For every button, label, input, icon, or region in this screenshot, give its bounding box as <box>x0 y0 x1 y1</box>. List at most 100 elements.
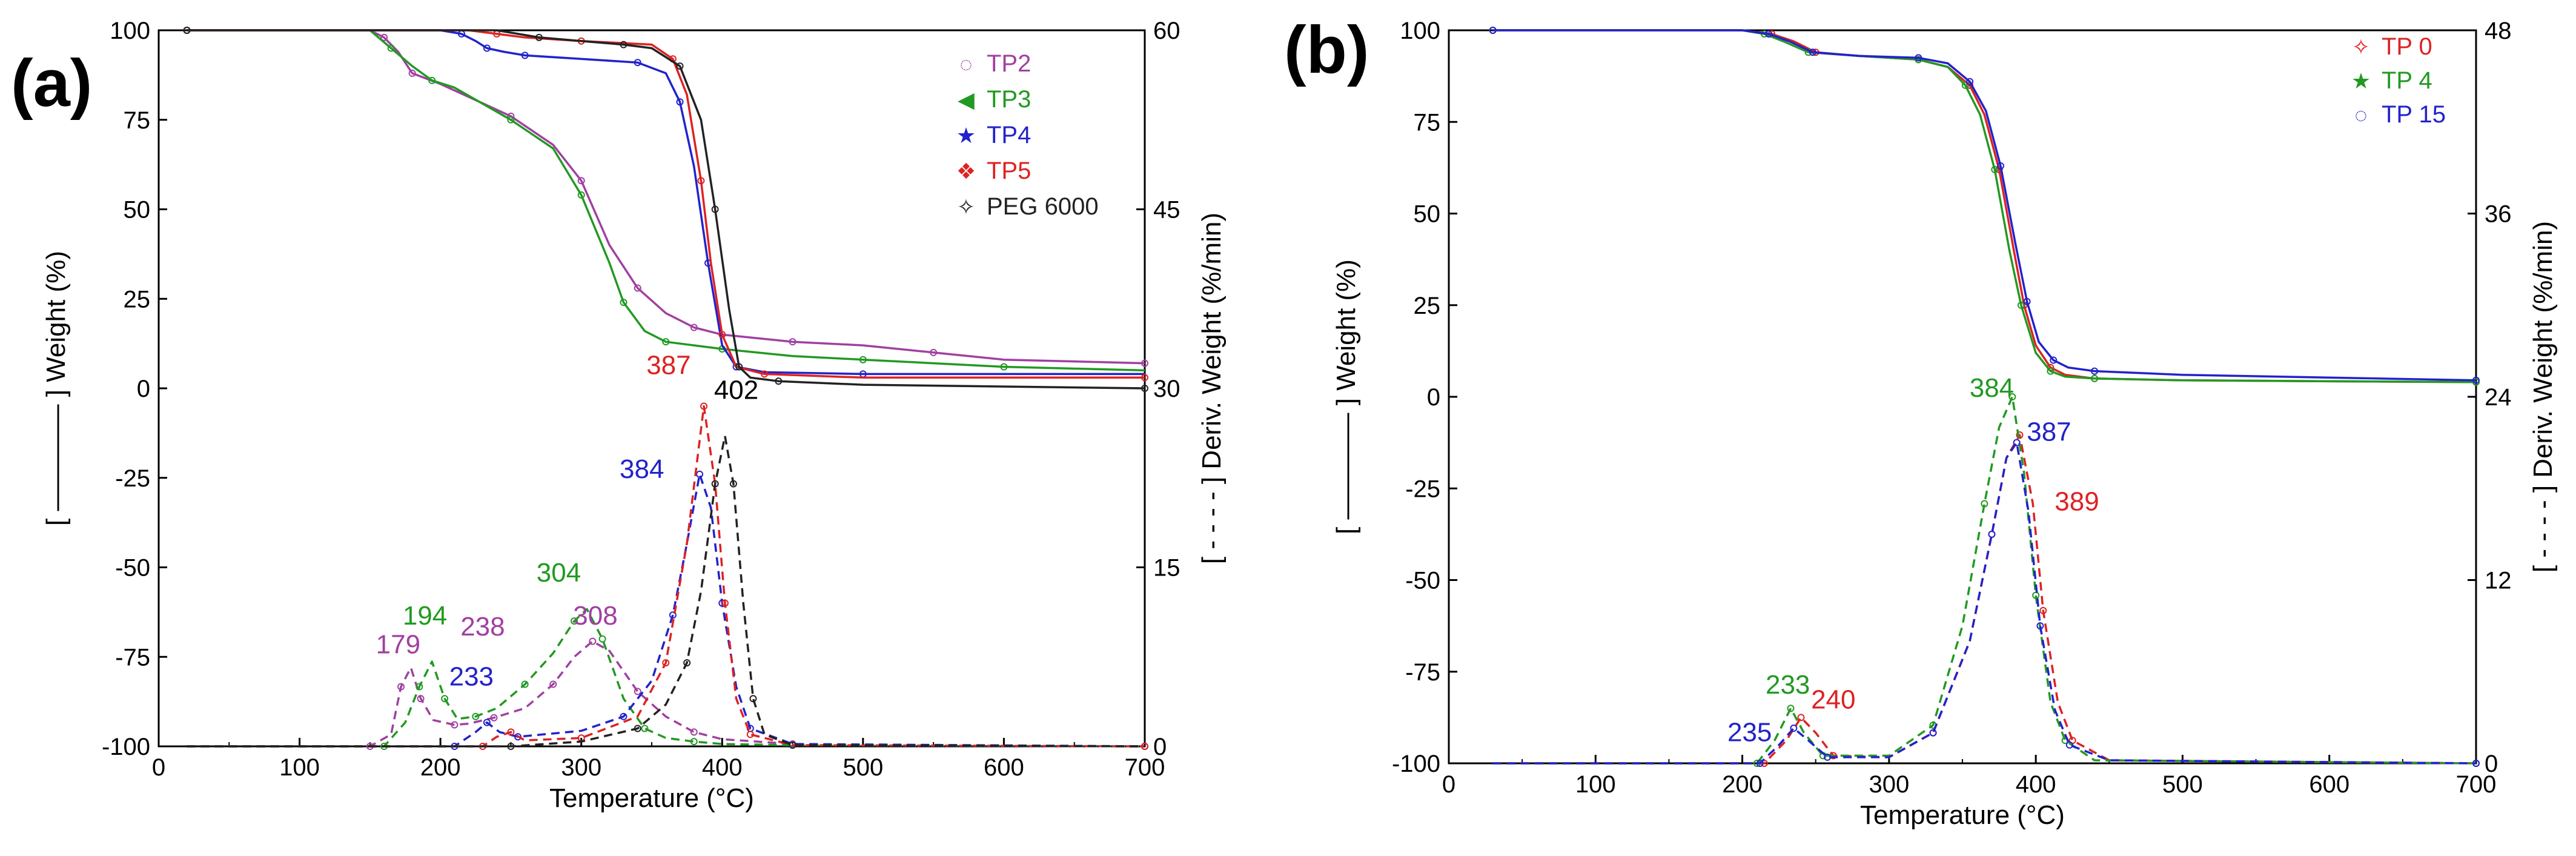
legend-marker-icon: ◀ <box>958 87 975 112</box>
y-left-tick-label: -50 <box>115 555 150 582</box>
legend-marker-icon: ❖ <box>956 159 976 184</box>
chart-panel-b: 0 100 200 300 400 500 600 700-100-75-50-2502550… <box>1284 13 2558 830</box>
x-tick-label: 200 <box>1722 771 1763 798</box>
x-tick-label: 100 <box>279 754 320 781</box>
deriv-point <box>1756 760 1764 767</box>
y-right-tick-label: 0 <box>2485 751 2498 777</box>
deriv-point <box>2013 439 2021 446</box>
y-right-axis-label: [ - - - - ] Deriv. Weight (%/min) <box>1197 213 1227 564</box>
weight-point <box>1765 30 1773 38</box>
weight-curve-peg-6000 <box>187 29 1145 390</box>
weight-point <box>577 191 585 199</box>
y-left-tick-label: -50 <box>1405 568 1440 594</box>
deriv-point <box>451 721 459 729</box>
weight-curve-tp2 <box>187 29 1145 365</box>
peak-annotation: 240 <box>1811 685 1855 714</box>
legend-marker-icon: ◌ <box>2354 102 2367 127</box>
legend-marker-icon: ✧ <box>2352 35 2370 59</box>
legend-label: TP 0 <box>2382 33 2432 60</box>
peak-annotation: 233 <box>449 662 494 692</box>
deriv-curve-tp2 <box>187 640 1145 748</box>
y-left-tick-label: 100 <box>1400 18 1440 44</box>
deriv-point <box>789 742 796 749</box>
deriv-point <box>620 712 627 720</box>
deriv-point <box>746 731 754 738</box>
peak-annotation: 238 <box>460 612 505 642</box>
y-left-tick-label: -75 <box>1405 659 1440 686</box>
legend-marker-icon: ✧ <box>957 194 975 219</box>
peak-annotation: 384 <box>1970 373 2014 403</box>
y-left-tick-label: 50 <box>124 197 151 224</box>
weight-point <box>930 348 938 356</box>
deriv-point <box>700 402 708 410</box>
weight-point <box>1141 359 1148 367</box>
deriv-curve-tp-4 <box>1492 396 2477 765</box>
deriv-point <box>690 728 698 736</box>
weight-point <box>183 27 191 34</box>
x-tick-label: 400 <box>702 754 743 781</box>
peak-annotation: 402 <box>714 376 758 405</box>
plot-frame <box>1448 29 2477 765</box>
weight-curve-tp-15 <box>1492 29 2477 382</box>
x-tick-label: 500 <box>2162 771 2203 798</box>
x-axis-label: Temperature (°C) <box>1860 800 2065 830</box>
y-left-tick-label: -100 <box>1392 751 1440 777</box>
peak-annotation: 233 <box>1766 670 1810 700</box>
deriv-point <box>1790 725 1798 732</box>
x-tick-label: 400 <box>2016 771 2056 798</box>
y-left-tick-label: -75 <box>115 644 150 671</box>
peak-annotation: 179 <box>376 629 420 659</box>
y-right-tick-label: 24 <box>2485 384 2512 411</box>
deriv-point <box>521 680 529 688</box>
x-tick-label: 200 <box>420 754 461 781</box>
legend-label: TP4 <box>987 122 1031 148</box>
deriv-point <box>507 743 515 750</box>
y-left-tick-label: 0 <box>1427 384 1440 411</box>
weight-point <box>711 205 719 213</box>
y-right-tick-label: 60 <box>1153 18 1180 44</box>
deriv-point <box>662 659 670 667</box>
weight-point <box>620 299 627 307</box>
weight-point <box>789 338 796 346</box>
deriv-point <box>641 725 649 732</box>
x-tick-label: 0 <box>152 754 165 781</box>
weight-point <box>620 41 627 48</box>
y-left-tick-label: 100 <box>110 18 150 44</box>
y-left-tick-label: -25 <box>115 465 150 492</box>
x-tick-label: 100 <box>1575 771 1616 798</box>
weight-point <box>1141 385 1148 392</box>
deriv-point <box>507 728 515 736</box>
deriv-point <box>417 695 425 703</box>
weight-point <box>2091 367 2099 375</box>
deriv-point <box>2036 622 2044 630</box>
weight-point <box>1966 78 1974 85</box>
y-left-tick-label: 25 <box>124 286 151 313</box>
deriv-point <box>2065 741 2073 749</box>
y-right-tick-label: 36 <box>2485 201 2512 228</box>
weight-point <box>662 338 670 346</box>
weight-point <box>1000 363 1008 371</box>
weight-point <box>483 44 491 52</box>
x-tick-label: 600 <box>2309 771 2349 798</box>
peak-annotation: 387 <box>2027 417 2071 447</box>
legend-marker-icon: ★ <box>2351 68 2371 93</box>
x-tick-label: 300 <box>1869 771 1909 798</box>
peak-annotation: 308 <box>573 601 617 631</box>
deriv-point <box>1141 743 1148 750</box>
weight-point <box>859 356 867 363</box>
legend-marker-icon: ★ <box>956 123 976 148</box>
weight-point <box>761 370 769 378</box>
peak-annotation: 304 <box>537 558 581 588</box>
weight-point <box>2023 297 2031 305</box>
deriv-point <box>1824 753 1832 761</box>
deriv-point <box>683 659 691 667</box>
legend-label: TP 15 <box>2382 101 2446 128</box>
weight-point <box>535 33 543 41</box>
weight-point <box>1141 374 1148 382</box>
y-right-tick-label: 48 <box>2485 18 2512 44</box>
weight-point <box>2047 367 2055 375</box>
y-left-tick-label: 75 <box>124 107 151 134</box>
x-axis-label: Temperature (°C) <box>549 783 754 813</box>
deriv-point <box>549 680 557 688</box>
